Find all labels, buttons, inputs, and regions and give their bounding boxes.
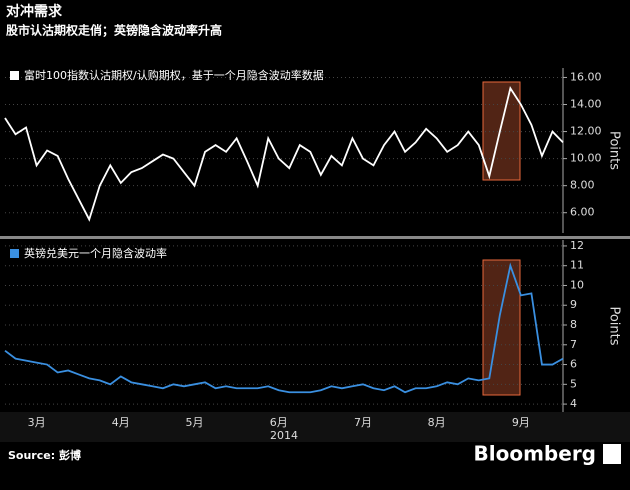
y-tick-label: 8.00	[570, 179, 595, 192]
data-line	[4, 262, 564, 394]
y-tick-label: 12.00	[570, 125, 602, 138]
chart-title: 对冲需求	[6, 3, 63, 20]
x-tick-label: 6月	[270, 416, 288, 429]
y-tick-label: 4	[570, 397, 577, 410]
brand: Bloomberg	[474, 442, 596, 466]
x-tick-label: 3月	[28, 416, 46, 429]
y-tick-label: 16.00	[570, 70, 602, 83]
panel-separator	[0, 236, 630, 239]
axis-band	[0, 412, 630, 442]
y-tick-label: 10	[570, 278, 584, 291]
data-line	[4, 86, 564, 222]
y-tick-label: 5	[570, 377, 577, 390]
y-tick-label: 11	[570, 259, 584, 272]
y-axis-label: Points	[607, 131, 622, 170]
legend-swatch	[10, 249, 19, 258]
y-tick-label: 7	[570, 338, 577, 351]
x-tick-label: 4月	[112, 416, 130, 429]
x-tick-label: 9月	[512, 416, 530, 429]
y-axis-label: Points	[607, 306, 622, 345]
x-axis-label: 2014	[270, 429, 298, 442]
y-tick-label: 14.00	[570, 98, 602, 111]
legend-swatch	[10, 71, 19, 80]
y-tick-label: 9	[570, 298, 577, 311]
y-tick-label: 8	[570, 318, 577, 331]
chart-subtitle: 股市认沽期权走俏；英镑隐含波动率升高	[6, 23, 222, 38]
highlight-box	[482, 259, 521, 396]
x-tick-label: 8月	[428, 416, 446, 429]
y-tick-label: 10.00	[570, 152, 602, 165]
legend-label: 富时100指数认沽期权/认购期权，基于一个月隐含波动率数据	[24, 68, 324, 82]
brand-icon	[603, 444, 621, 464]
legend-label: 英镑兑美元一个月隐含波动率	[24, 246, 167, 260]
x-tick-label: 7月	[354, 416, 372, 429]
x-tick-label: 5月	[186, 416, 204, 429]
y-tick-label: 6.00	[570, 206, 595, 219]
y-tick-label: 12	[570, 239, 584, 252]
highlight-box	[482, 81, 521, 181]
y-tick-label: 6	[570, 358, 577, 371]
source: Source: 彭博	[8, 448, 81, 462]
